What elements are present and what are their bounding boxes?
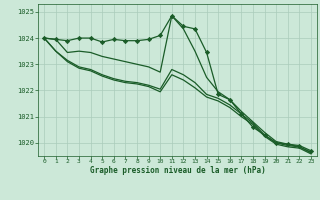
X-axis label: Graphe pression niveau de la mer (hPa): Graphe pression niveau de la mer (hPa) <box>90 166 266 175</box>
